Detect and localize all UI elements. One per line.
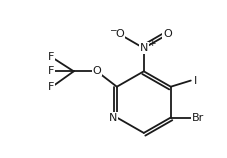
Text: O: O [163,29,171,39]
Text: F: F [47,66,54,76]
Text: F: F [47,82,54,92]
Text: +: + [147,39,155,48]
Text: Br: Br [191,112,204,122]
Text: O: O [115,29,124,39]
Text: F: F [47,52,54,62]
Text: −: − [109,25,116,34]
Text: I: I [193,76,196,86]
Text: N: N [108,112,117,122]
Text: O: O [92,66,101,76]
Text: N: N [139,43,147,53]
